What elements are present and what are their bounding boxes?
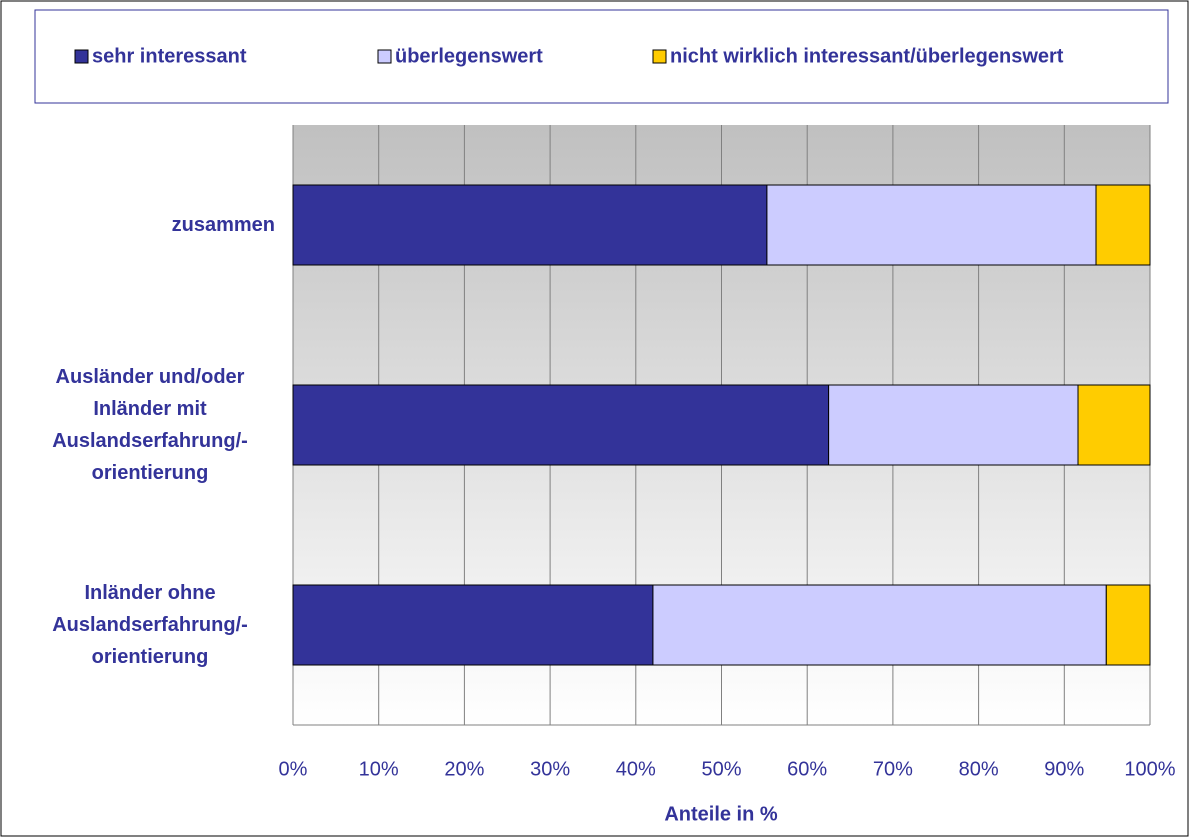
x-tick-label: 70% <box>873 758 913 780</box>
x-tick-label: 90% <box>1044 758 1084 780</box>
x-tick-label: 0% <box>279 758 308 780</box>
x-tick-label: 60% <box>787 758 827 780</box>
bar-segment <box>828 384 1079 466</box>
legend-swatch <box>377 49 392 64</box>
y-tick-label: Inländer ohne Auslandserfahrung/-orienti… <box>52 582 248 668</box>
category-label-box: Ausländer und/oder Inländer mit Auslands… <box>10 355 275 495</box>
bar-segment <box>766 184 1097 266</box>
bar-segment <box>292 184 768 266</box>
bar-segment <box>292 584 654 666</box>
x-axis-title: Anteile in % <box>664 803 778 825</box>
bar-segment <box>1105 584 1151 666</box>
bar-segment <box>1077 384 1151 466</box>
category-label-box: Inländer ohne Auslandserfahrung/-orienti… <box>10 555 275 695</box>
bar-segment <box>652 584 1107 666</box>
x-tick-label: 10% <box>359 758 399 780</box>
legend-box <box>34 9 1169 104</box>
legend-label: sehr interessant <box>92 45 247 67</box>
bar-segment <box>1095 184 1151 266</box>
y-tick-label: Ausländer und/oder Inländer mit Auslands… <box>52 366 248 484</box>
x-tick-label: 80% <box>959 758 999 780</box>
bar-segment <box>292 384 830 466</box>
y-tick-label: zusammen <box>171 214 275 236</box>
x-tick-label: 30% <box>530 758 570 780</box>
category-label-box: zusammen <box>10 155 275 295</box>
x-tick-label: 100% <box>1124 758 1175 780</box>
legend-label: überlegenswert <box>395 45 543 67</box>
legend-label: nicht wirklich interessant/überlegenswer… <box>670 45 1064 67</box>
x-tick-label: 50% <box>701 758 741 780</box>
legend-swatch <box>74 49 89 64</box>
x-tick-label: 40% <box>616 758 656 780</box>
x-tick-label: 20% <box>444 758 484 780</box>
legend-swatch <box>652 49 667 64</box>
